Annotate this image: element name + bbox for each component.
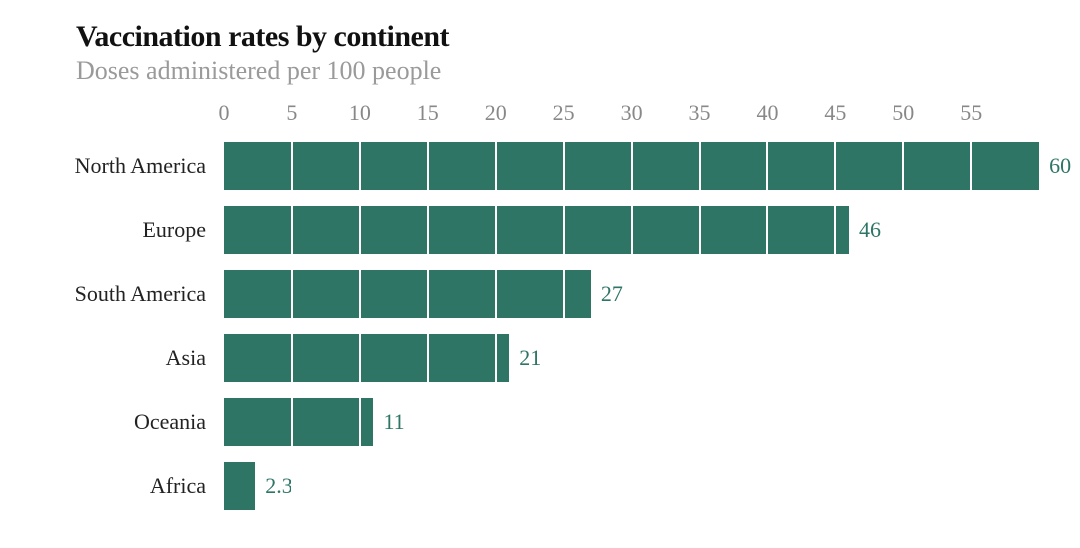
value-label: 2.3 (265, 473, 293, 499)
bar-row: South America27 (224, 270, 1012, 318)
category-label: South America (75, 281, 224, 307)
bar (224, 206, 849, 254)
bar-row: Oceania11 (224, 398, 1012, 446)
value-label: 21 (519, 345, 541, 371)
gridline (427, 142, 429, 526)
plot-area: 0510152025303540455055North America60Eur… (224, 100, 1012, 530)
bar-row: Europe46 (224, 206, 1012, 254)
bar (224, 270, 591, 318)
bar-row: Africa2.3 (224, 462, 1012, 510)
chart-subtitle: Doses administered per 100 people (76, 55, 1040, 86)
bar (224, 462, 255, 510)
gridline (699, 142, 701, 526)
x-axis-tick-label: 30 (621, 100, 643, 126)
x-axis-tick-label: 0 (219, 100, 230, 126)
x-axis-tick-label: 15 (417, 100, 439, 126)
x-axis-tick-label: 50 (892, 100, 914, 126)
value-label: 60 (1049, 153, 1071, 179)
category-label: Oceania (134, 409, 224, 435)
gridline (766, 142, 768, 526)
bar (224, 334, 509, 382)
category-label: Europe (142, 217, 224, 243)
gridline (834, 142, 836, 526)
x-axis-tick-label: 20 (485, 100, 507, 126)
gridline (495, 142, 497, 526)
gridline (902, 142, 904, 526)
bar-row: Asia21 (224, 334, 1012, 382)
value-label: 11 (383, 409, 404, 435)
x-axis-tick-label: 45 (824, 100, 846, 126)
bar (224, 398, 373, 446)
x-axis-tick-label: 40 (756, 100, 778, 126)
chart-title: Vaccination rates by continent (76, 20, 1040, 53)
bar-row: North America60 (224, 142, 1012, 190)
x-axis-tick-label: 35 (689, 100, 711, 126)
x-axis-tick-label: 55 (960, 100, 982, 126)
gridline (563, 142, 565, 526)
gridline (970, 142, 972, 526)
gridline (359, 142, 361, 526)
gridline (631, 142, 633, 526)
chart-container: Vaccination rates by continent Doses adm… (0, 0, 1080, 548)
category-label: Africa (150, 473, 224, 499)
x-axis-tick-label: 25 (553, 100, 575, 126)
value-label: 46 (859, 217, 881, 243)
gridline (291, 142, 293, 526)
x-axis-tick-label: 5 (286, 100, 297, 126)
category-label: North America (75, 153, 224, 179)
value-label: 27 (601, 281, 623, 307)
category-label: Asia (166, 345, 224, 371)
x-axis-tick-label: 10 (349, 100, 371, 126)
